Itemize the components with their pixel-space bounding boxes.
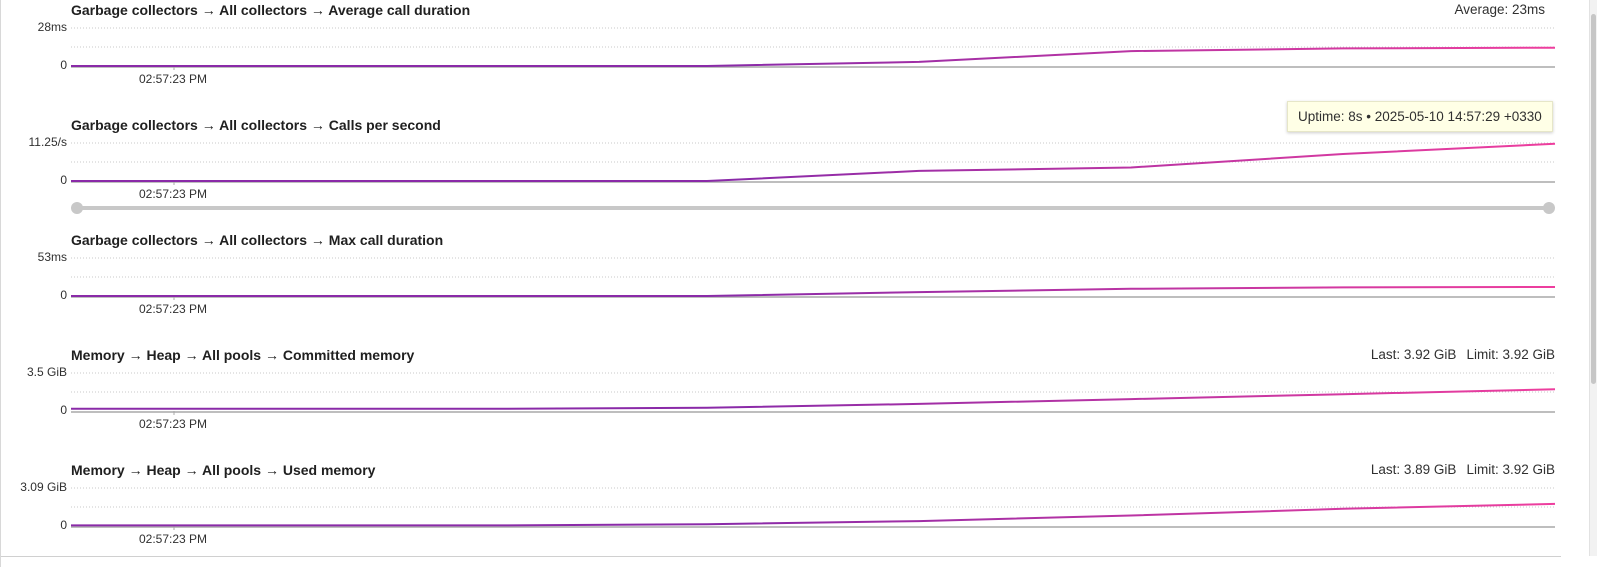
x-axis-tick-label: 02:57:23 PM — [139, 302, 208, 316]
y-axis-max-label: 3.09 GiB — [20, 480, 67, 494]
y-axis-zero-label: 0 — [60, 288, 67, 302]
x-axis-tick-label: 02:57:23 PM — [139, 72, 208, 86]
vertical-scrollbar[interactable] — [1589, 0, 1597, 556]
time-range-start-handle[interactable] — [71, 202, 83, 214]
chart-panel-avg-call-duration: Garbage collectors → All collectors → Av… — [1, 0, 1561, 115]
chart-title: Garbage collectors → All collectors → Av… — [71, 2, 471, 18]
chart-stat-value: Average: 23ms — [1454, 2, 1545, 17]
time-range-end-handle[interactable] — [1543, 202, 1555, 214]
line-chart[interactable] — [71, 248, 1556, 300]
chart-title: Memory → Heap → All pools → Committed me… — [71, 347, 415, 363]
chart-panel-max-call-duration: Garbage collectors → All collectors → Ma… — [1, 230, 1561, 345]
series-line — [71, 142, 1556, 182]
chart-stat-limit: Limit: 3.92 GiB — [1466, 347, 1555, 362]
chart-stat: Last: 3.92 GiB Limit: 3.92 GiB — [1361, 347, 1555, 362]
series-line — [71, 286, 1556, 297]
chart-title: Memory → Heap → All pools → Used memory — [71, 462, 376, 478]
chart-stat — [1535, 232, 1555, 247]
x-axis-tick-label: 02:57:23 PM — [139, 187, 208, 201]
bottom-divider — [1, 556, 1561, 557]
chart-stat-limit: Limit: 3.92 GiB — [1466, 462, 1555, 477]
scrollbar-thumb[interactable] — [1591, 14, 1596, 384]
x-axis-tick-label: 02:57:23 PM — [139, 417, 208, 431]
line-chart[interactable] — [71, 133, 1556, 185]
chart-stat-value: Last: 3.89 GiB — [1370, 462, 1457, 477]
y-axis-zero-label: 0 — [60, 173, 67, 187]
chart-panel-used-memory: Memory → Heap → All pools → Used memory … — [1, 460, 1561, 556]
chart-panel-calls-per-second: Garbage collectors → All collectors → Ca… — [1, 115, 1561, 230]
line-chart[interactable] — [71, 478, 1556, 530]
chart-stat: Average: 23ms — [1444, 2, 1555, 17]
time-range-track[interactable] — [77, 206, 1549, 210]
series-line — [71, 46, 1556, 67]
chart-hover-tooltip: Uptime: 8s • 2025-05-10 14:57:29 +0330 — [1287, 101, 1553, 132]
chart-panel-committed-memory: Memory → Heap → All pools → Committed me… — [1, 345, 1561, 460]
line-chart[interactable] — [71, 18, 1556, 70]
y-axis-max-label: 53ms — [37, 250, 67, 264]
y-axis-max-label: 28ms — [37, 20, 67, 34]
chart-stat: Last: 3.89 GiB Limit: 3.92 GiB — [1361, 462, 1555, 477]
y-axis-zero-label: 0 — [60, 518, 67, 532]
chart-stat-value: Last: 3.92 GiB — [1370, 347, 1457, 362]
y-axis-max-label: 11.25/s — [28, 135, 67, 149]
y-axis-zero-label: 0 — [60, 58, 67, 72]
time-range-slider[interactable] — [71, 202, 1555, 214]
y-axis-zero-label: 0 — [60, 403, 67, 417]
chart-title: Garbage collectors → All collectors → Ca… — [71, 117, 441, 133]
series-line — [71, 388, 1556, 410]
x-axis-tick-label: 02:57:23 PM — [139, 532, 208, 546]
series-line — [71, 502, 1556, 527]
line-chart[interactable] — [71, 363, 1556, 415]
y-axis-max-label: 3.5 GiB — [26, 365, 67, 379]
chart-title: Garbage collectors → All collectors → Ma… — [71, 232, 444, 248]
